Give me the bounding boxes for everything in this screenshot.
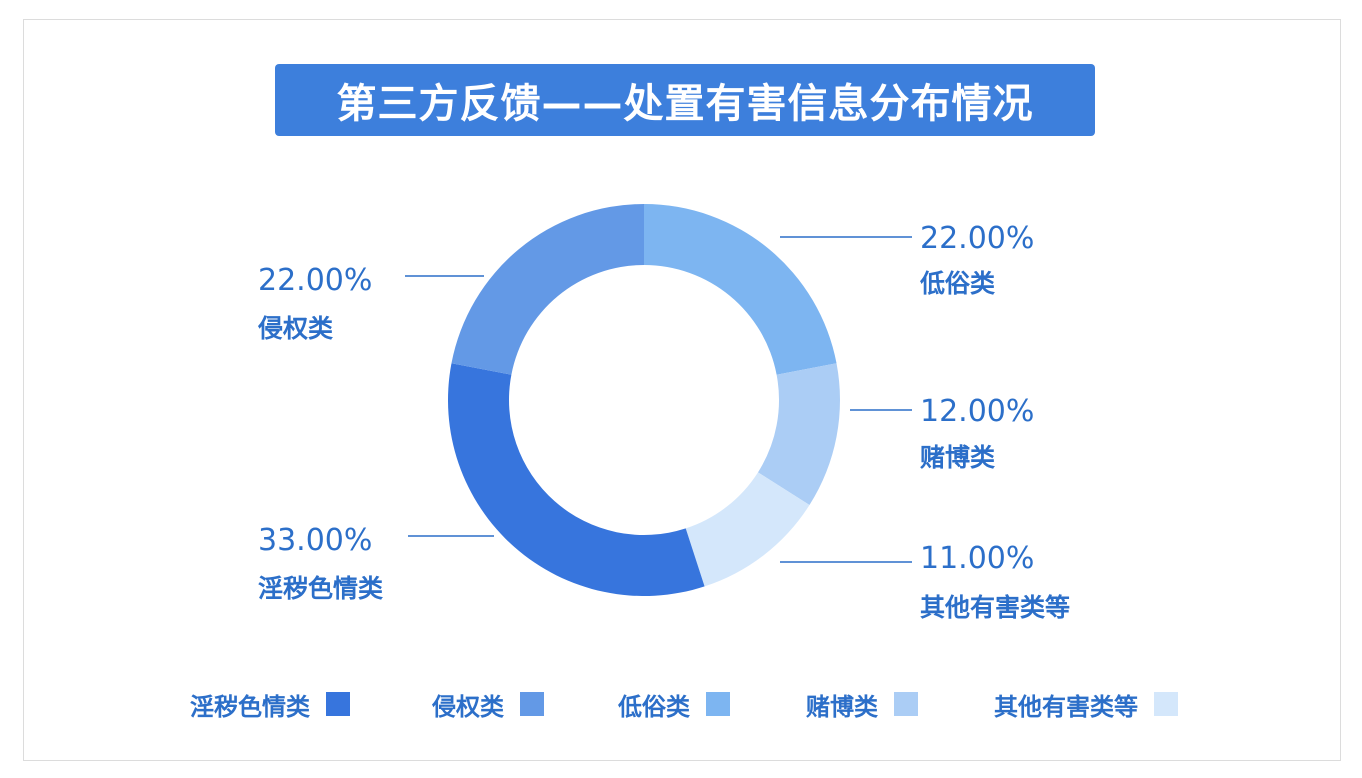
legend-label: 低俗类 (618, 692, 690, 721)
slice-category-label: 低俗类 (919, 269, 996, 298)
slice-category-label: 赌博类 (920, 443, 996, 472)
legend-label: 淫秽色情类 (190, 692, 310, 721)
legend-swatch (894, 692, 918, 716)
slice-value-label: 11.00% (920, 541, 1034, 576)
slice-category-label: 其他有害类等 (920, 593, 1070, 622)
slice-category-label: 淫秽色情类 (258, 574, 384, 603)
chart-frame (23, 19, 1341, 761)
legend-item: 侵权类 (432, 684, 544, 724)
legend-swatch (706, 692, 730, 716)
legend-swatch (326, 692, 350, 716)
legend: 淫秽色情类 侵权类 低俗类 赌博类 其他有害类等 (0, 684, 1362, 724)
slice-category-label: 侵权类 (257, 314, 334, 343)
slice-value-label: 22.00% (258, 263, 372, 298)
slice-value-label: 22.00% (920, 221, 1034, 256)
legend-label: 其他有害类等 (994, 692, 1138, 721)
donut-slice (757, 363, 840, 506)
donut-slice (451, 204, 644, 375)
legend-item: 淫秽色情类 (190, 684, 350, 724)
legend-label: 侵权类 (432, 692, 504, 721)
legend-item: 赌博类 (806, 684, 918, 724)
legend-swatch (520, 692, 544, 716)
legend-item: 其他有害类等 (994, 684, 1178, 724)
donut-slice (685, 472, 810, 587)
slice-value-label: 12.00% (920, 394, 1034, 429)
legend-label: 赌博类 (806, 692, 878, 721)
slice-value-label: 33.00% (258, 523, 372, 558)
donut-slice (447, 363, 705, 597)
legend-swatch (1154, 692, 1178, 716)
chart-title: 第三方反馈——处置有害信息分布情况 (275, 64, 1095, 136)
donut-slice (644, 204, 837, 375)
legend-item: 低俗类 (618, 684, 730, 724)
